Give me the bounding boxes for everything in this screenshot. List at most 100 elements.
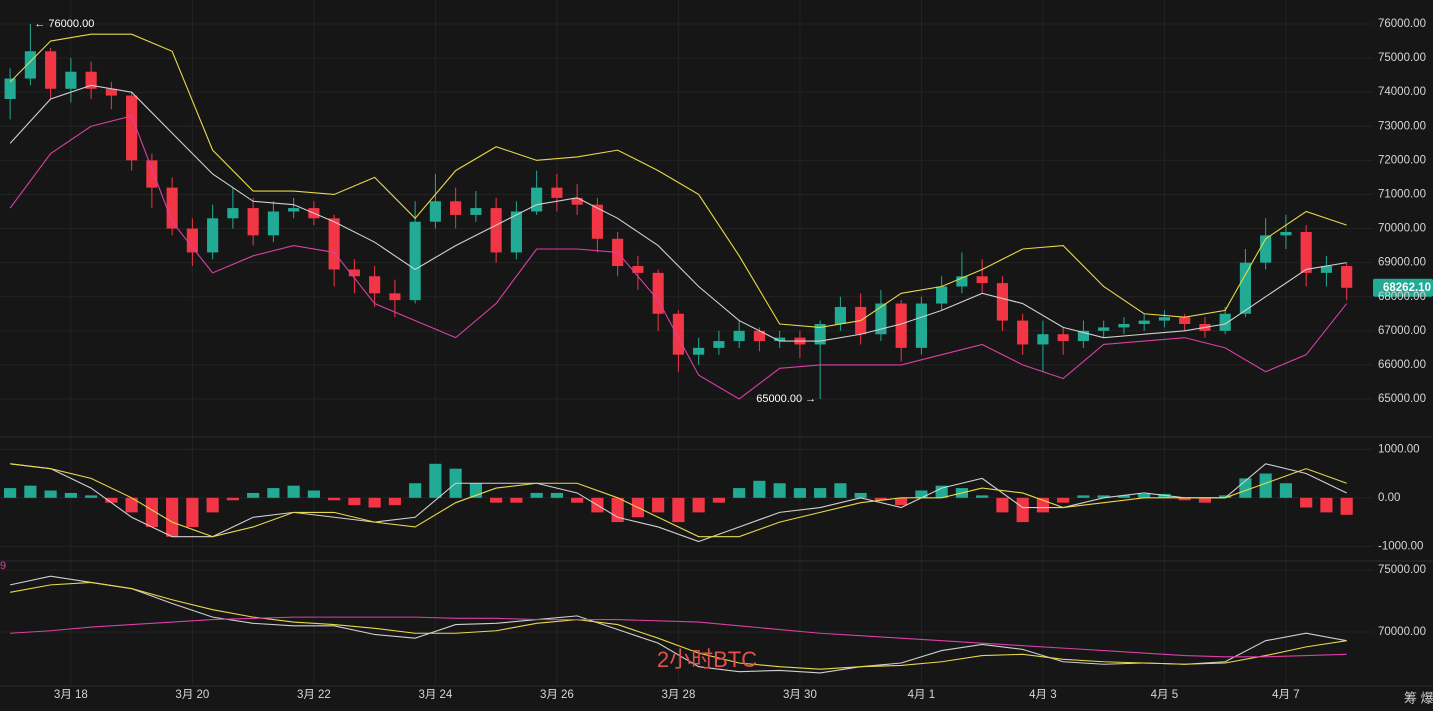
y-tick-label: 0.00: [1378, 492, 1400, 504]
macd-bar: [1138, 493, 1151, 498]
x-tick-label: 4月 7: [1272, 689, 1300, 701]
candle-body: [470, 208, 482, 215]
macd-bar: [773, 483, 786, 498]
y-tick-label: 71000.00: [1378, 188, 1426, 200]
macd-bar: [510, 497, 523, 503]
candle-body: [510, 211, 522, 253]
candle-body: [571, 197, 583, 205]
candle-body: [490, 208, 502, 253]
macd-bar: [1057, 497, 1070, 503]
candle-body: [774, 337, 786, 342]
candle-body: [936, 286, 948, 304]
macd-bar: [935, 485, 948, 498]
macd-bar: [4, 488, 17, 498]
marks-layer: [4, 24, 1433, 674]
y-tick-label: 73000.00: [1378, 120, 1426, 132]
candle-body: [369, 276, 381, 294]
macd-bar: [307, 490, 320, 498]
macd-bar: [1178, 497, 1191, 501]
macd-bar: [1279, 483, 1292, 498]
y-tick-label: 75000.00: [1378, 564, 1426, 576]
candle-body: [247, 208, 259, 236]
macd-bar: [247, 492, 260, 498]
x-tick-label: 4月 3: [1029, 689, 1057, 701]
macd-bar: [429, 463, 442, 498]
x-tick-label: 3月 28: [661, 689, 695, 701]
macd-bar: [814, 488, 827, 498]
indicator-line: [10, 575, 1347, 674]
candle-body: [672, 313, 684, 355]
macd-bar: [1300, 497, 1313, 508]
macd-bar: [550, 492, 563, 498]
indicator-line: [10, 581, 1347, 670]
candle-body: [105, 88, 117, 96]
candle-body: [1098, 327, 1110, 331]
y-tick-label: 69000.00: [1378, 257, 1426, 269]
candle-body: [814, 324, 826, 345]
macd-bar: [996, 497, 1009, 513]
macd-bar: [652, 497, 665, 513]
candle-body: [956, 276, 968, 287]
candle-body: [1077, 330, 1089, 342]
candle-body: [652, 272, 664, 314]
macd-bar: [712, 497, 725, 503]
candle-body: [429, 201, 441, 222]
candle-body: [996, 283, 1008, 321]
macd-bar: [793, 488, 806, 498]
candle-body: [166, 187, 178, 229]
candle-body: [1179, 317, 1191, 324]
candle-body: [591, 204, 603, 239]
macd-bar: [388, 497, 401, 506]
candle-body: [126, 95, 138, 161]
y-tick-label: 67000.00: [1378, 325, 1426, 337]
candle-body: [186, 228, 198, 253]
macd-bar: [145, 497, 158, 527]
macd-bar: [1077, 495, 1090, 498]
macd-bar: [105, 497, 118, 503]
macd-bar: [24, 485, 37, 498]
candle-body: [632, 266, 644, 273]
macd-bar: [348, 497, 361, 506]
watermark: 2小时BTC: [657, 647, 757, 672]
macd-bar: [287, 485, 300, 498]
macd-bar: [226, 497, 239, 501]
macd-bar: [530, 492, 543, 498]
macd-bar: [206, 497, 219, 513]
macd-bar: [125, 497, 138, 513]
x-tick-label: 4月 5: [1151, 689, 1179, 701]
candle-body: [753, 330, 765, 342]
candle-body: [389, 293, 401, 301]
x-tick-label: 3月 26: [540, 689, 574, 701]
candle-body: [1138, 320, 1150, 324]
candle-body: [875, 303, 887, 335]
macd-bar: [733, 488, 746, 498]
x-tick-label: 3月 24: [418, 689, 452, 701]
candle-body: [1017, 320, 1029, 345]
macd-bar: [1219, 495, 1232, 498]
candle-body: [1341, 266, 1353, 288]
candle-body: [1300, 231, 1312, 273]
corner-text: 筹 爆: [1404, 690, 1433, 705]
candle-body: [1320, 266, 1332, 273]
macd-bar: [571, 497, 584, 503]
y-tick-label: 70000.00: [1378, 223, 1426, 235]
macd-bar: [895, 497, 908, 506]
candle-body: [531, 187, 543, 212]
macd-bar: [64, 492, 77, 498]
y-tick-label: 1000.00: [1378, 443, 1420, 455]
x-tick-label: 3月 22: [297, 689, 331, 701]
macd-bar: [692, 497, 705, 513]
candle-body: [288, 208, 300, 212]
x-tick-label: 3月 18: [54, 689, 88, 701]
macd-bar: [1259, 473, 1272, 498]
macd-bar: [915, 490, 928, 498]
candle-body: [450, 201, 462, 215]
indicator-line: [9, 33, 1347, 328]
candle-body: [409, 221, 421, 301]
y-tick-label: 72000.00: [1378, 154, 1426, 166]
macd-bar: [672, 497, 685, 523]
last-price-label: 68262.10: [1383, 282, 1431, 294]
macd-bar: [874, 497, 887, 501]
